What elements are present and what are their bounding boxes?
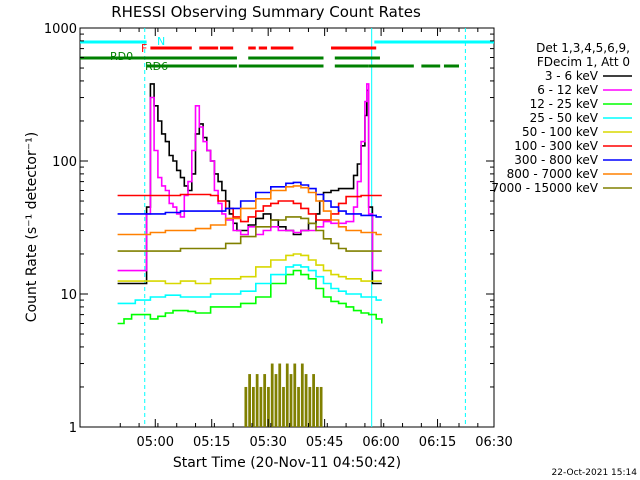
- series-line-7: [117, 185, 382, 236]
- histogram-bar-7: [270, 363, 274, 427]
- series-lines: [117, 83, 383, 427]
- series-line-5: [117, 193, 382, 223]
- legend-label-4: 50 - 100 keV: [522, 125, 599, 139]
- histogram-bar-6: [267, 386, 270, 427]
- histogram-bar-20: [319, 386, 323, 427]
- histogram-bar-18: [312, 374, 315, 427]
- x-tick-label-1: 05:15: [193, 435, 230, 450]
- legend-label-0: 3 - 6 keV: [545, 69, 599, 83]
- x-tick-label-0: 05:00: [137, 435, 174, 450]
- legend-label-6: 300 - 800 keV: [514, 153, 598, 167]
- x-axis-label: Start Time (20-Nov-11 04:50:42): [173, 455, 401, 471]
- x-tick-label-5: 06:15: [419, 435, 456, 450]
- histogram-bar-10: [282, 386, 285, 427]
- series-line-1: [117, 83, 382, 272]
- x-tick-label-2: 05:30: [249, 435, 286, 450]
- legend-label-8: 7000 - 15000 keV: [491, 181, 598, 195]
- histogram-bar-3: [255, 374, 259, 427]
- legend: Det 1,3,4,5,6,9, FDecim 1, Att 0 3 - 6 k…: [491, 41, 632, 195]
- series-line-2: [117, 269, 383, 325]
- histogram-bar-0: [244, 386, 248, 427]
- histogram-bar-11: [285, 363, 289, 427]
- histogram-bar-12: [289, 374, 293, 427]
- y-axis-label: Count Rate (s⁻¹ detector⁻¹): [24, 132, 40, 322]
- flag-label-rd0: RD0: [110, 50, 133, 63]
- x-tick-label-6: 06:30: [475, 435, 512, 450]
- flag-label-n: N: [157, 35, 165, 48]
- histogram-bar-13: [293, 363, 297, 427]
- x-tick-label-3: 05:45: [306, 435, 343, 450]
- y-tick-label-0: 1: [69, 421, 77, 436]
- flag-label-rd6: RD6: [145, 60, 168, 73]
- flag-bars: [80, 40, 494, 68]
- chart-title: RHESSI Observing Summary Count Rates: [111, 3, 421, 21]
- axes: 05:00 05:15 05:30 05:45 06:00 06:15 06:30 1 10 10…: [44, 22, 513, 450]
- flag-label-f: F: [141, 42, 147, 55]
- histogram-bar-15: [300, 363, 304, 427]
- histogram-bar-17: [308, 386, 312, 427]
- x-tick-label-4: 06:00: [362, 435, 399, 450]
- histogram-bar-4: [259, 386, 263, 427]
- legend-header-line1: Det 1,3,4,5,6,9,: [536, 41, 630, 55]
- y-tick-label-1: 10: [60, 288, 77, 303]
- series-line-8: [117, 216, 382, 252]
- histogram-bar-14: [297, 386, 300, 427]
- y-tick-label-3: 1000: [44, 22, 77, 37]
- series-line-4: [117, 253, 382, 285]
- histogram-bar-9: [278, 363, 282, 427]
- legend-header-line2: FDecim 1, Att 0: [537, 55, 630, 69]
- y-tick-label-2: 100: [52, 155, 77, 170]
- timestamp: 22-Oct-2021 15:14: [552, 468, 638, 478]
- histogram-bar-2: [251, 386, 255, 427]
- histogram-bar-1: [248, 374, 251, 427]
- flag-labels: N F RD0 RD6: [110, 35, 168, 73]
- vertical-markers: [144, 28, 466, 427]
- legend-label-2: 12 - 25 keV: [530, 97, 599, 111]
- series-line-3: [117, 264, 382, 305]
- histogram-bar-19: [315, 386, 319, 427]
- legend-label-1: 6 - 12 keV: [537, 83, 599, 97]
- legend-label-3: 25 - 50 keV: [530, 111, 599, 125]
- histogram-bar-5: [263, 374, 267, 427]
- series-line-0: [117, 83, 382, 285]
- histogram-bar-8: [274, 374, 278, 427]
- series-line-6: [117, 181, 382, 218]
- legend-label-5: 100 - 300 keV: [514, 139, 598, 153]
- histogram-bar-16: [304, 374, 308, 427]
- legend-label-7: 800 - 7000 keV: [507, 167, 599, 181]
